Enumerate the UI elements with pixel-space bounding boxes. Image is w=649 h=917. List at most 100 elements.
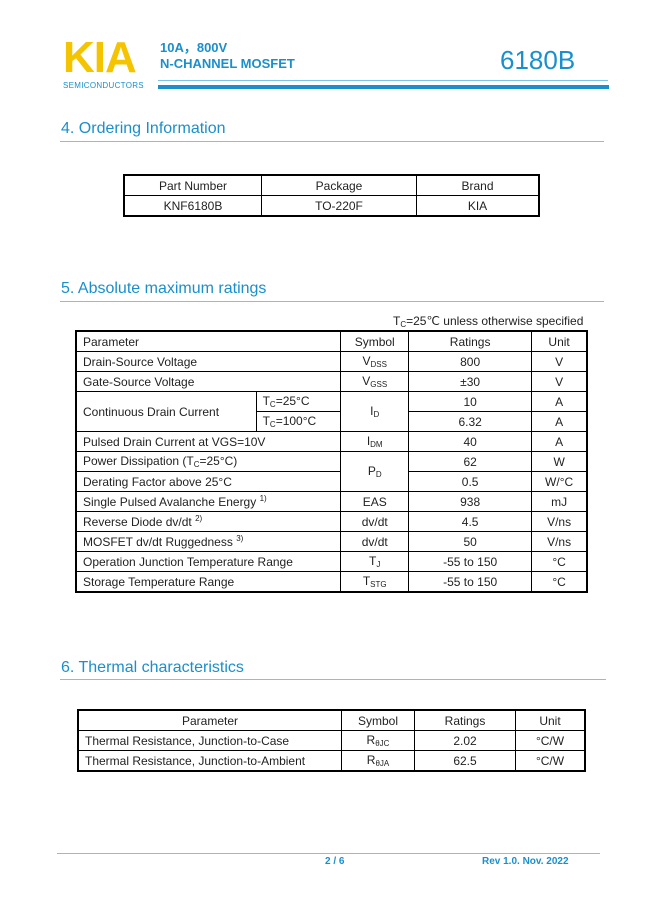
page-number: 2 / 6 <box>325 856 345 867</box>
section-title-ordering: 4. Ordering Information <box>61 120 226 137</box>
rating-cell: 40 <box>408 431 533 452</box>
header-cell: Symbol <box>340 330 410 352</box>
table-row: KNF6180B TO-220F KIA <box>123 195 540 217</box>
unit-cell: V/ns <box>531 531 588 552</box>
rating-cell: 6.32 <box>408 411 533 432</box>
table-row: Thermal Resistance, Junction-to-Case RθJ… <box>77 730 586 751</box>
logo-subtitle: SEMICONDUCTORS <box>63 81 144 90</box>
spec-type: N-CHANNEL MOSFET <box>160 56 295 71</box>
table-header-row: Part Number Package Brand <box>123 174 540 196</box>
section-title-absolute: 5. Absolute maximum ratings <box>61 280 267 297</box>
table-row: Operation Junction Temperature Range TJ … <box>75 551 588 572</box>
unit-cell: A <box>531 411 588 432</box>
conditions-note: TC=25℃ unless otherwise specified <box>393 314 584 329</box>
header-cell: Brand <box>416 174 540 196</box>
rating-cell: 10 <box>408 391 533 412</box>
section-divider <box>60 679 606 680</box>
header-cell: Unit <box>515 709 586 731</box>
unit-cell: °C <box>531 551 588 572</box>
rating-cell: 2.02 <box>414 730 516 751</box>
spec-rating: 10A，800V <box>160 40 228 55</box>
rating-cell: ±30 <box>408 371 533 392</box>
symbol-cell: TJ <box>340 551 410 572</box>
table-row: Single Pulsed Avalanche Energy 1) EAS 93… <box>75 491 588 512</box>
header-divider-thick <box>158 85 609 89</box>
rating-cell: 4.5 <box>408 511 533 532</box>
table-row: Continuous Drain Current TC=25°C ID 10 A <box>75 391 588 432</box>
param-cell: Pulsed Drain Current at VGS=10V <box>75 431 342 452</box>
param-cell: Storage Temperature Range <box>75 571 342 593</box>
package-cell: TO-220F <box>261 195 417 217</box>
unit-cell: mJ <box>531 491 588 512</box>
param-cell: Continuous Drain Current <box>75 391 257 432</box>
section-divider <box>60 141 604 142</box>
rating-cell: 50 <box>408 531 533 552</box>
symbol-cell: RθJA <box>341 750 415 772</box>
unit-cell: °C <box>531 571 588 593</box>
rating-cell: -55 to 150 <box>408 571 533 593</box>
footer-divider <box>57 853 600 854</box>
table-row: Gate-Source Voltage VGSS ±30 V <box>75 371 588 392</box>
header-cell: Symbol <box>341 709 415 731</box>
section-title-thermal: 6. Thermal characteristics <box>61 659 244 676</box>
symbol-cell: RθJC <box>341 730 415 751</box>
unit-cell: V <box>531 351 588 372</box>
rating-cell: 62.5 <box>414 750 516 772</box>
symbol-cell: VGSS <box>340 371 410 392</box>
unit-cell: °C/W <box>515 750 586 772</box>
param-cell: Operation Junction Temperature Range <box>75 551 342 572</box>
symbol-cell: IDM <box>340 431 410 452</box>
revision: Rev 1.0. Nov. 2022 <box>482 856 569 867</box>
param-cell: Power Dissipation (TC=25°C) <box>75 451 342 472</box>
part-number-cell: KNF6180B <box>123 195 262 217</box>
param-cell: Drain-Source Voltage <box>75 351 342 372</box>
param-cell: MOSFET dv/dt Ruggedness 3) <box>75 531 342 552</box>
param-cell: Gate-Source Voltage <box>75 371 342 392</box>
unit-cell: V/ns <box>531 511 588 532</box>
unit-cell: A <box>531 431 588 452</box>
table-row: Power Dissipation (TC=25°C) PD 62 W <box>75 451 588 492</box>
table-header-row: Parameter Symbol Ratings Unit <box>77 709 586 731</box>
rating-cell: 0.5 <box>408 471 533 492</box>
table-row: Drain-Source Voltage VDSS 800 V <box>75 351 588 372</box>
rating-cell: 62 <box>408 451 533 472</box>
unit-cell: W <box>531 451 588 472</box>
spec-summary: 10A，800V N-CHANNEL MOSFET <box>160 40 295 72</box>
unit-cell: W/°C <box>531 471 588 492</box>
header-cell: Ratings <box>408 330 533 352</box>
unit-cell: °C/W <box>515 730 586 751</box>
thermal-table: Parameter Symbol Ratings Unit Thermal Re… <box>77 709 586 772</box>
header-cell: Ratings <box>414 709 516 731</box>
header-cell: Parameter <box>75 330 342 352</box>
rating-cell: 800 <box>408 351 533 372</box>
symbol-cell: EAS <box>340 491 410 512</box>
model-number: 6180B <box>500 45 576 75</box>
condition-cell: TC=25°C <box>255 391 342 412</box>
symbol-cell: VDSS <box>340 351 410 372</box>
header-cell: Parameter <box>77 709 342 731</box>
param-cell: Single Pulsed Avalanche Energy 1) <box>75 491 342 512</box>
absolute-ratings-table: Parameter Symbol Ratings Unit Drain-Sour… <box>75 330 588 593</box>
table-row: Pulsed Drain Current at VGS=10V IDM 40 A <box>75 431 588 452</box>
param-cell: Thermal Resistance, Junction-to-Case <box>77 730 342 751</box>
symbol-cell: TSTG <box>340 571 410 593</box>
brand-cell: KIA <box>416 195 540 217</box>
symbol-cell: PD <box>340 451 410 492</box>
header-cell: Package <box>261 174 417 196</box>
header-cell: Unit <box>531 330 588 352</box>
param-cell: Derating Factor above 25°C <box>75 471 342 492</box>
symbol-cell: dv/dt <box>340 531 410 552</box>
param-cell: Thermal Resistance, Junction-to-Ambient <box>77 750 342 772</box>
table-header-row: Parameter Symbol Ratings Unit <box>75 330 588 352</box>
table-row: Storage Temperature Range TSTG -55 to 15… <box>75 571 588 593</box>
ordering-table: Part Number Package Brand KNF6180B TO-22… <box>123 174 540 217</box>
symbol-cell: ID <box>340 391 410 432</box>
header-cell: Part Number <box>123 174 262 196</box>
kia-logo: KIA <box>63 33 137 82</box>
rating-cell: 938 <box>408 491 533 512</box>
condition-cell: TC=100°C <box>255 411 342 432</box>
unit-cell: A <box>531 391 588 412</box>
symbol-cell: dv/dt <box>340 511 410 532</box>
header-divider-thin <box>158 80 608 81</box>
